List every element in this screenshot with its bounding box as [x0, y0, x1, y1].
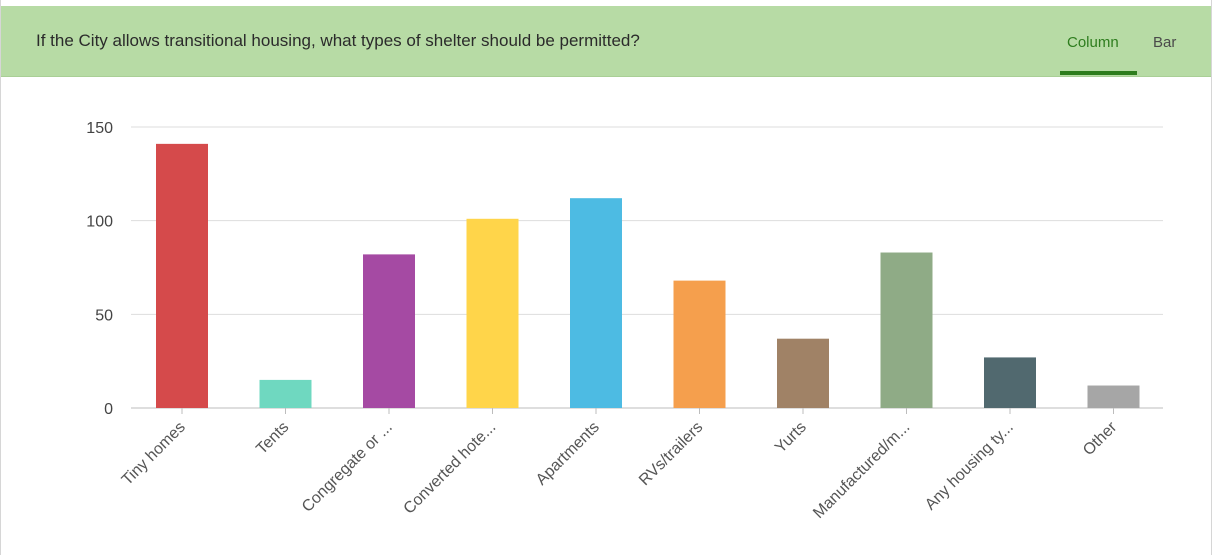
bar[interactable] — [984, 357, 1036, 408]
chart-question: If the City allows transitional housing,… — [36, 31, 640, 50]
x-category-label: Other — [1080, 418, 1121, 459]
bar[interactable] — [570, 198, 622, 408]
bar[interactable] — [259, 379, 312, 408]
tab-column[interactable]: Column — [1067, 34, 1119, 51]
chart-header: If the City allows transitional housing,… — [1, 6, 1211, 77]
bars — [156, 143, 1140, 409]
bar[interactable] — [363, 254, 415, 408]
bar[interactable] — [156, 143, 208, 409]
x-category-label: RVs/trailers — [636, 419, 706, 489]
x-category-label: Converted hote... — [401, 419, 500, 518]
tab-bar[interactable]: Bar — [1153, 34, 1177, 51]
bar[interactable] — [1087, 385, 1140, 408]
x-category-label: Yurts — [772, 419, 810, 457]
x-category-label: Manufactured/m... — [810, 419, 913, 522]
y-tick-label: 0 — [104, 401, 113, 418]
x-category-label: Congregate or ... — [299, 419, 396, 516]
y-axis-ticks: 0 50 100 150 — [86, 120, 113, 418]
x-category-label: Apartments — [533, 419, 603, 489]
y-tick-label: 150 — [86, 120, 113, 137]
x-category-label: Tiny homes — [119, 419, 189, 489]
y-tick-label: 100 — [86, 214, 113, 231]
bar[interactable] — [777, 338, 829, 408]
active-tab-indicator — [1060, 71, 1137, 75]
y-tick-label: 50 — [95, 307, 113, 324]
x-axis-labels: Tiny homes Tents Congregate or ... Converte… — [119, 408, 1121, 522]
x-category-label: Tents — [253, 419, 292, 458]
bar[interactable] — [880, 252, 933, 408]
x-category-label: Any housing ty... — [922, 419, 1017, 514]
bar[interactable] — [466, 218, 519, 408]
bar[interactable] — [673, 280, 726, 408]
